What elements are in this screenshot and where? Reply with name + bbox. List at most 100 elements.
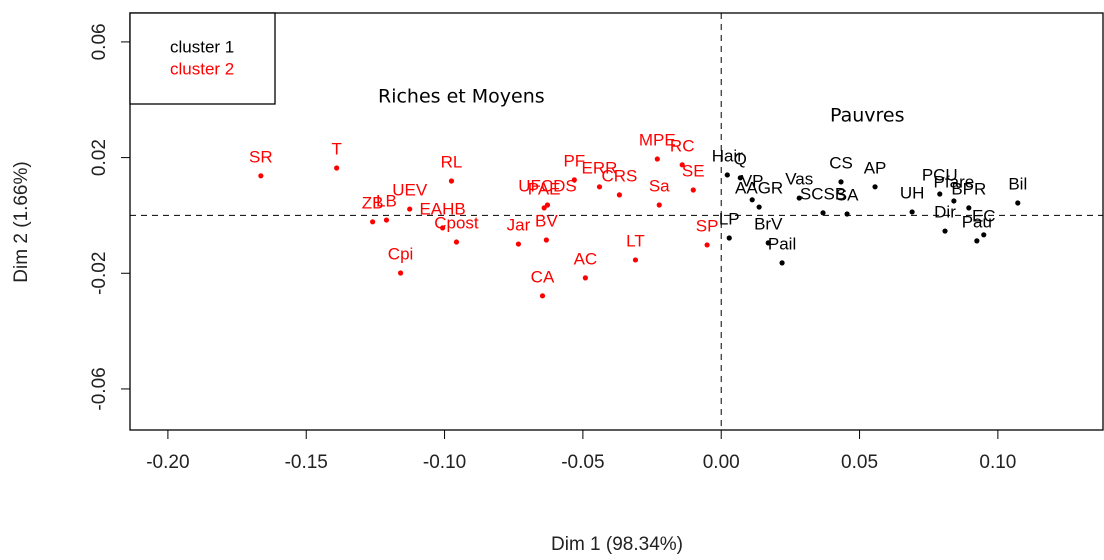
point bbox=[942, 228, 948, 234]
point-label: AC bbox=[574, 249, 598, 268]
point-label: BPR bbox=[951, 179, 986, 198]
x-tick-label: 0.05 bbox=[841, 452, 878, 473]
point-label: LP bbox=[719, 209, 740, 228]
point bbox=[704, 242, 710, 248]
point-label: SE bbox=[682, 161, 705, 180]
point-label: CA bbox=[531, 267, 555, 286]
point bbox=[1015, 200, 1021, 206]
point bbox=[726, 235, 732, 241]
point-label: LB bbox=[376, 192, 397, 211]
point-label: Bil bbox=[1008, 174, 1027, 193]
point bbox=[596, 184, 603, 190]
point-label: Dir bbox=[934, 203, 956, 222]
point bbox=[966, 205, 972, 211]
point bbox=[582, 275, 588, 281]
y-axis-title: Dim 2 (1.66%) bbox=[11, 161, 32, 282]
y-tick-label: 0.06 bbox=[89, 23, 110, 60]
point bbox=[765, 240, 771, 246]
point-label: ERR bbox=[582, 158, 618, 177]
point-label: CS bbox=[829, 153, 853, 172]
point bbox=[974, 238, 980, 244]
point bbox=[838, 179, 844, 185]
legend-box bbox=[129, 12, 276, 105]
point-label: AAGR bbox=[735, 179, 783, 198]
point-label: UFCDS bbox=[518, 177, 577, 196]
point bbox=[397, 270, 404, 276]
point-label: Vas bbox=[785, 170, 813, 189]
point bbox=[937, 191, 943, 197]
y-tick-label: -0.02 bbox=[89, 252, 110, 295]
point-label: BrV bbox=[754, 214, 783, 233]
x-tick-label: -0.15 bbox=[285, 452, 328, 473]
point-label: PAE bbox=[528, 179, 561, 198]
point bbox=[383, 217, 390, 223]
point bbox=[440, 225, 446, 231]
point-label: Sa bbox=[649, 177, 670, 196]
point-label: VP bbox=[741, 171, 764, 190]
point bbox=[632, 257, 639, 263]
x-tick-label: -0.10 bbox=[423, 452, 466, 473]
point bbox=[539, 293, 546, 299]
point bbox=[981, 232, 987, 238]
annotation: Riches et Moyens bbox=[378, 86, 545, 108]
point-label: Cpi bbox=[388, 244, 414, 263]
point bbox=[616, 192, 623, 198]
x-tick-label: 0.10 bbox=[979, 452, 1016, 473]
point-label: MPE bbox=[639, 131, 676, 150]
point-label: Hair bbox=[712, 146, 744, 165]
point bbox=[571, 177, 577, 183]
point bbox=[820, 210, 826, 216]
point bbox=[724, 172, 730, 178]
point bbox=[541, 205, 547, 211]
point bbox=[448, 178, 455, 184]
point-label: SA bbox=[836, 185, 859, 204]
point-label: Pau bbox=[962, 212, 992, 231]
legend-label: cluster 2 bbox=[170, 59, 234, 78]
point bbox=[844, 211, 850, 217]
point bbox=[515, 241, 522, 247]
point-label: SCSB bbox=[800, 184, 846, 203]
point-label: Cpost bbox=[434, 214, 479, 233]
point bbox=[334, 165, 340, 171]
annotation: Pauvres bbox=[830, 105, 905, 127]
point-label: RL bbox=[441, 152, 463, 171]
point bbox=[872, 184, 878, 190]
point bbox=[756, 204, 762, 210]
point-label: PF bbox=[563, 151, 585, 170]
point bbox=[909, 209, 915, 215]
point bbox=[779, 260, 785, 266]
point bbox=[796, 195, 802, 201]
point-label: EAHB bbox=[419, 199, 465, 218]
point bbox=[453, 239, 460, 245]
point-label: Jar bbox=[507, 216, 531, 235]
point-label: UH bbox=[900, 183, 925, 202]
point-label: SR bbox=[249, 147, 273, 166]
x-axis-title: Dim 1 (98.34%) bbox=[551, 534, 683, 555]
point-label: Pail bbox=[768, 234, 796, 253]
legend-label: cluster 1 bbox=[170, 37, 234, 56]
point-label: PCU bbox=[922, 166, 958, 185]
point bbox=[654, 156, 660, 162]
y-tick-label: -0.06 bbox=[89, 367, 110, 410]
point-label: Pfare bbox=[934, 172, 975, 191]
point-label: SP bbox=[696, 216, 719, 235]
point-label: Q bbox=[734, 149, 747, 168]
y-tick-label: 0.02 bbox=[89, 139, 110, 176]
point bbox=[679, 162, 685, 168]
point bbox=[656, 202, 662, 208]
point-label: ZB bbox=[362, 193, 384, 212]
point bbox=[951, 198, 957, 204]
x-tick-label: 0.00 bbox=[703, 452, 740, 473]
point-label: EC bbox=[972, 206, 996, 225]
point bbox=[407, 206, 413, 212]
point bbox=[258, 173, 264, 179]
point-label: RC bbox=[670, 136, 695, 155]
point-label: AP bbox=[864, 158, 887, 177]
point bbox=[737, 175, 743, 181]
plot-frame bbox=[129, 12, 1104, 431]
point bbox=[543, 237, 549, 243]
point-label: LT bbox=[626, 231, 645, 250]
point-label: BV bbox=[535, 211, 558, 230]
point-label: CRS bbox=[601, 166, 637, 185]
